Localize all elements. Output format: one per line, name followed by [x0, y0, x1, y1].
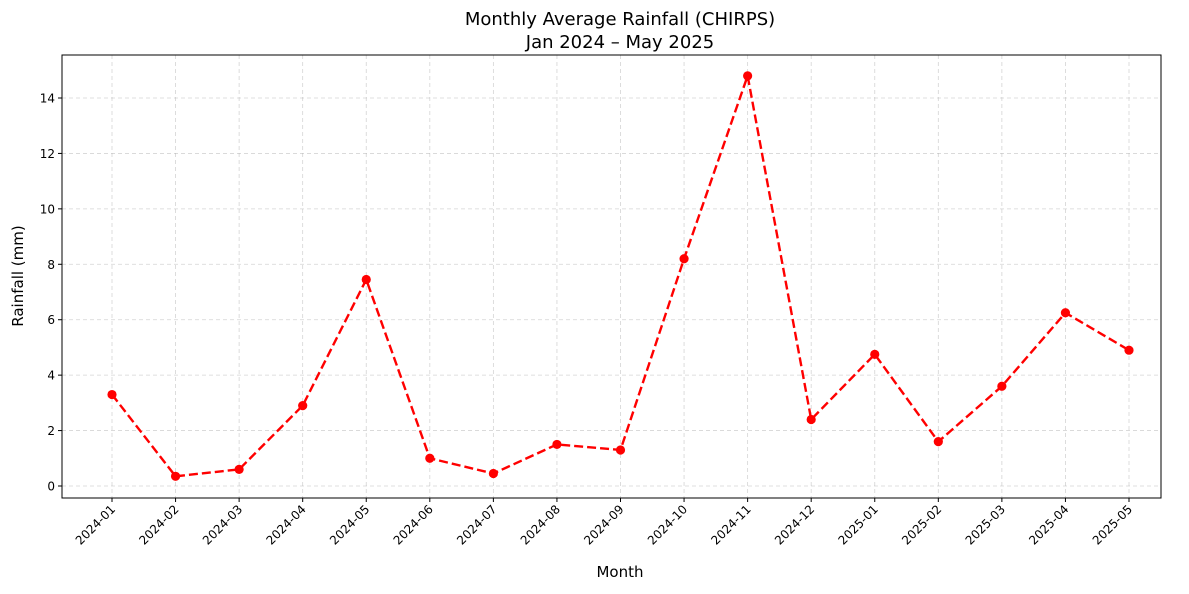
data-point	[107, 389, 117, 400]
x-tick-label: 2025-05	[1090, 502, 1135, 547]
x-tick-label: 2024-06	[391, 502, 436, 547]
data-point	[552, 439, 562, 450]
data-point	[425, 453, 435, 463]
x-tick-label: 2024-10	[645, 502, 690, 547]
y-tick-label: 6	[47, 313, 55, 327]
data-point	[679, 254, 689, 264]
data-point	[806, 414, 816, 425]
x-tick-label: 2025-04	[1026, 502, 1071, 547]
data-point	[743, 71, 753, 81]
data-point	[298, 401, 308, 411]
x-tick-label: 2024-01	[73, 502, 118, 547]
axes	[61, 54, 1162, 499]
x-axis-label: Month	[596, 563, 643, 581]
x-tick-label: 2024-12	[772, 502, 817, 547]
y-tick-label: 2	[47, 424, 55, 438]
data-point	[361, 274, 371, 285]
y-tick-label: 8	[47, 258, 55, 272]
x-tick-label: 2025-03	[963, 502, 1008, 547]
grid-lines	[62, 55, 1161, 498]
y-tick-label: 4	[47, 369, 55, 383]
data-point	[488, 468, 498, 479]
data-point	[234, 464, 244, 474]
data-point	[615, 445, 626, 455]
y-tick-label: 12	[40, 147, 55, 161]
data-point	[1124, 345, 1134, 355]
y-ticks: 0 2 4 6 8 10 12 14	[40, 92, 62, 494]
x-tick-label: 2024-04	[263, 502, 308, 547]
y-tick-label: 0	[47, 480, 55, 494]
x-tick-label: 2024-08	[518, 502, 563, 547]
chart-subtitle: Jan 2024 – May 2025	[525, 32, 714, 53]
x-tick-label: 2024-05	[327, 502, 372, 547]
series-layer	[107, 71, 1134, 481]
y-tick-label: 14	[40, 92, 55, 106]
data-point	[170, 471, 181, 481]
x-ticks: 2024-01 2024-02 2024-03 2024-04 2024-05 2024-…	[73, 498, 1135, 548]
chart-title: Monthly Average Rainfall (CHIRPS)	[465, 9, 775, 30]
x-tick-label: 2024-07	[454, 502, 499, 547]
y-tick-label: 10	[40, 202, 55, 216]
plot-frame	[61, 54, 1162, 499]
data-point	[933, 437, 943, 447]
x-tick-label: 2025-01	[836, 502, 881, 547]
x-tick-label: 2024-09	[581, 502, 626, 547]
x-tick-label: 2024-02	[136, 502, 181, 547]
x-tick-label: 2025-02	[899, 502, 944, 547]
data-point	[997, 381, 1007, 391]
y-axis-label: Rainfall (mm)	[9, 225, 27, 326]
data-point	[870, 349, 880, 359]
x-tick-label: 2024-03	[200, 502, 245, 547]
data-point	[1060, 308, 1071, 318]
x-tick-label: 2024-11	[708, 502, 753, 547]
